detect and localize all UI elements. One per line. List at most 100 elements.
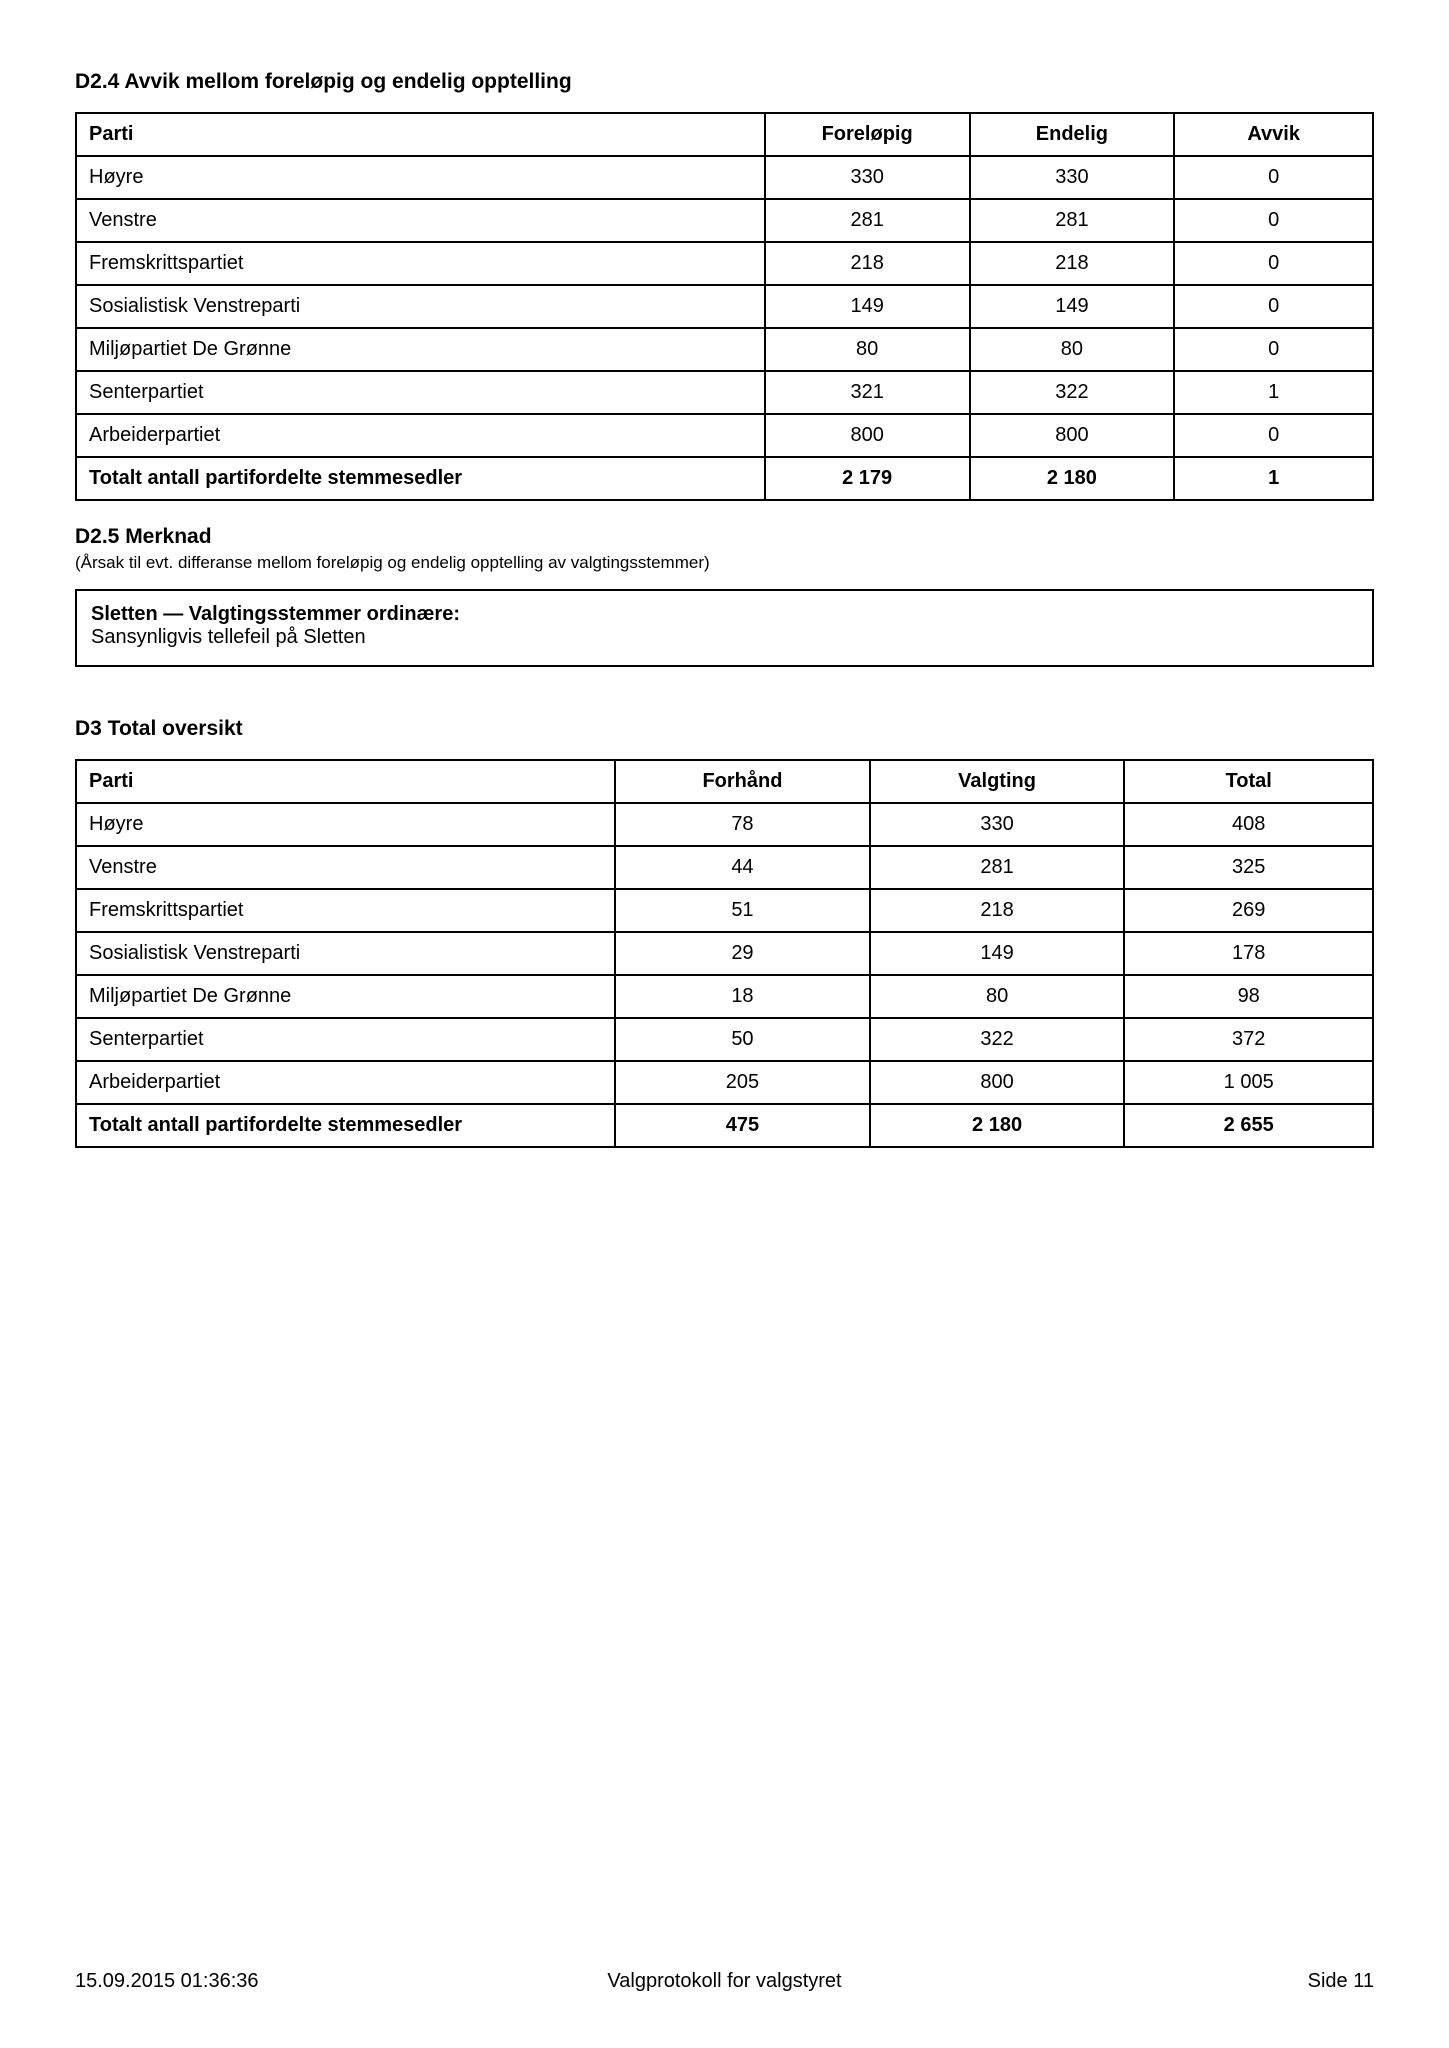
col-parti: Parti	[76, 760, 615, 803]
cell-value: 0	[1174, 199, 1373, 242]
table-header-row: Parti Foreløpig Endelig Avvik	[76, 113, 1373, 156]
cell-value: 51	[615, 889, 870, 932]
col-forelopig: Foreløpig	[765, 113, 970, 156]
cell-value: 408	[1124, 803, 1373, 846]
col-total: Total	[1124, 760, 1373, 803]
cell-value: 0	[1174, 328, 1373, 371]
cell-value: 149	[765, 285, 970, 328]
cell-total-value: 2 655	[1124, 1104, 1373, 1147]
cell-total-value: 475	[615, 1104, 870, 1147]
cell-value: 0	[1174, 242, 1373, 285]
cell-value: 372	[1124, 1018, 1373, 1061]
cell-party: Arbeiderpartiet	[76, 414, 765, 457]
cell-party: Høyre	[76, 156, 765, 199]
cell-value: 29	[615, 932, 870, 975]
cell-value: 149	[870, 932, 1125, 975]
cell-value: 0	[1174, 414, 1373, 457]
cell-party: Senterpartiet	[76, 371, 765, 414]
cell-value: 50	[615, 1018, 870, 1061]
table-row: Senterpartiet 321 322 1	[76, 371, 1373, 414]
section-d2-5-subtext: (Årsak til evt. differanse mellom forelø…	[75, 553, 1374, 573]
cell-value: 321	[765, 371, 970, 414]
cell-value: 269	[1124, 889, 1373, 932]
col-valgting: Valgting	[870, 760, 1125, 803]
cell-value: 44	[615, 846, 870, 889]
table-d3: Parti Forhånd Valgting Total Høyre 78 33…	[75, 759, 1374, 1148]
cell-value: 80	[765, 328, 970, 371]
cell-value: 205	[615, 1061, 870, 1104]
cell-total-value: 2 179	[765, 457, 970, 500]
cell-value: 322	[970, 371, 1175, 414]
cell-value: 149	[970, 285, 1175, 328]
table-row: Fremskrittspartiet 51 218 269	[76, 889, 1373, 932]
cell-value: 330	[765, 156, 970, 199]
cell-party: Fremskrittspartiet	[76, 242, 765, 285]
table-row: Venstre 44 281 325	[76, 846, 1373, 889]
remark-line2: Sansynligvis tellefeil på Sletten	[91, 626, 1358, 649]
cell-value: 281	[970, 199, 1175, 242]
cell-value: 218	[870, 889, 1125, 932]
col-avvik: Avvik	[1174, 113, 1373, 156]
cell-total-label: Totalt antall partifordelte stemmesedler	[76, 1104, 615, 1147]
table-row: Arbeiderpartiet 800 800 0	[76, 414, 1373, 457]
cell-party: Venstre	[76, 199, 765, 242]
cell-party: Sosialistisk Venstreparti	[76, 285, 765, 328]
table-row: Miljøpartiet De Grønne 80 80 0	[76, 328, 1373, 371]
cell-value: 98	[1124, 975, 1373, 1018]
cell-party: Miljøpartiet De Grønne	[76, 328, 765, 371]
col-parti: Parti	[76, 113, 765, 156]
cell-total-value: 1	[1174, 457, 1373, 500]
footer-title: Valgprotokoll for valgstyret	[75, 1970, 1374, 1993]
cell-party: Høyre	[76, 803, 615, 846]
table-row: Senterpartiet 50 322 372	[76, 1018, 1373, 1061]
cell-value: 281	[870, 846, 1125, 889]
cell-value: 1	[1174, 371, 1373, 414]
cell-value: 80	[870, 975, 1125, 1018]
remark-box: Sletten — Valgtingsstemmer ordinære: San…	[75, 589, 1374, 667]
cell-value: 0	[1174, 156, 1373, 199]
footer-page: Side 11	[1308, 1970, 1374, 1993]
table-total-row: Totalt antall partifordelte stemmesedler…	[76, 457, 1373, 500]
remark-line1: Sletten — Valgtingsstemmer ordinære:	[91, 603, 1358, 626]
table-header-row: Parti Forhånd Valgting Total	[76, 760, 1373, 803]
cell-value: 0	[1174, 285, 1373, 328]
table-row: Venstre 281 281 0	[76, 199, 1373, 242]
table-row: Arbeiderpartiet 205 800 1 005	[76, 1061, 1373, 1104]
cell-total-value: 2 180	[970, 457, 1175, 500]
cell-party: Fremskrittspartiet	[76, 889, 615, 932]
cell-value: 78	[615, 803, 870, 846]
cell-value: 800	[870, 1061, 1125, 1104]
cell-party: Venstre	[76, 846, 615, 889]
cell-value: 330	[870, 803, 1125, 846]
table-row: Miljøpartiet De Grønne 18 80 98	[76, 975, 1373, 1018]
page-footer: 15.09.2015 01:36:36 Valgprotokoll for va…	[75, 1970, 1374, 1993]
table-d2-4: Parti Foreløpig Endelig Avvik Høyre 330 …	[75, 112, 1374, 501]
section-d3-heading: D3 Total oversikt	[75, 717, 1374, 741]
cell-value: 1 005	[1124, 1061, 1373, 1104]
footer-timestamp: 15.09.2015 01:36:36	[75, 1970, 259, 1993]
section-d2-4-heading: D2.4 Avvik mellom foreløpig og endelig o…	[75, 70, 1374, 94]
col-forhand: Forhånd	[615, 760, 870, 803]
cell-value: 330	[970, 156, 1175, 199]
cell-party: Miljøpartiet De Grønne	[76, 975, 615, 1018]
cell-total-value: 2 180	[870, 1104, 1125, 1147]
table-row: Høyre 78 330 408	[76, 803, 1373, 846]
cell-party: Senterpartiet	[76, 1018, 615, 1061]
cell-value: 178	[1124, 932, 1373, 975]
cell-value: 218	[970, 242, 1175, 285]
cell-value: 800	[765, 414, 970, 457]
table-row: Sosialistisk Venstreparti 29 149 178	[76, 932, 1373, 975]
cell-value: 218	[765, 242, 970, 285]
cell-value: 281	[765, 199, 970, 242]
cell-value: 80	[970, 328, 1175, 371]
cell-value: 800	[970, 414, 1175, 457]
table-row: Sosialistisk Venstreparti 149 149 0	[76, 285, 1373, 328]
table-row: Fremskrittspartiet 218 218 0	[76, 242, 1373, 285]
cell-value: 18	[615, 975, 870, 1018]
cell-total-label: Totalt antall partifordelte stemmesedler	[76, 457, 765, 500]
section-d2-5-heading: D2.5 Merknad	[75, 525, 1374, 549]
cell-party: Sosialistisk Venstreparti	[76, 932, 615, 975]
col-endelig: Endelig	[970, 113, 1175, 156]
cell-party: Arbeiderpartiet	[76, 1061, 615, 1104]
table-row: Høyre 330 330 0	[76, 156, 1373, 199]
